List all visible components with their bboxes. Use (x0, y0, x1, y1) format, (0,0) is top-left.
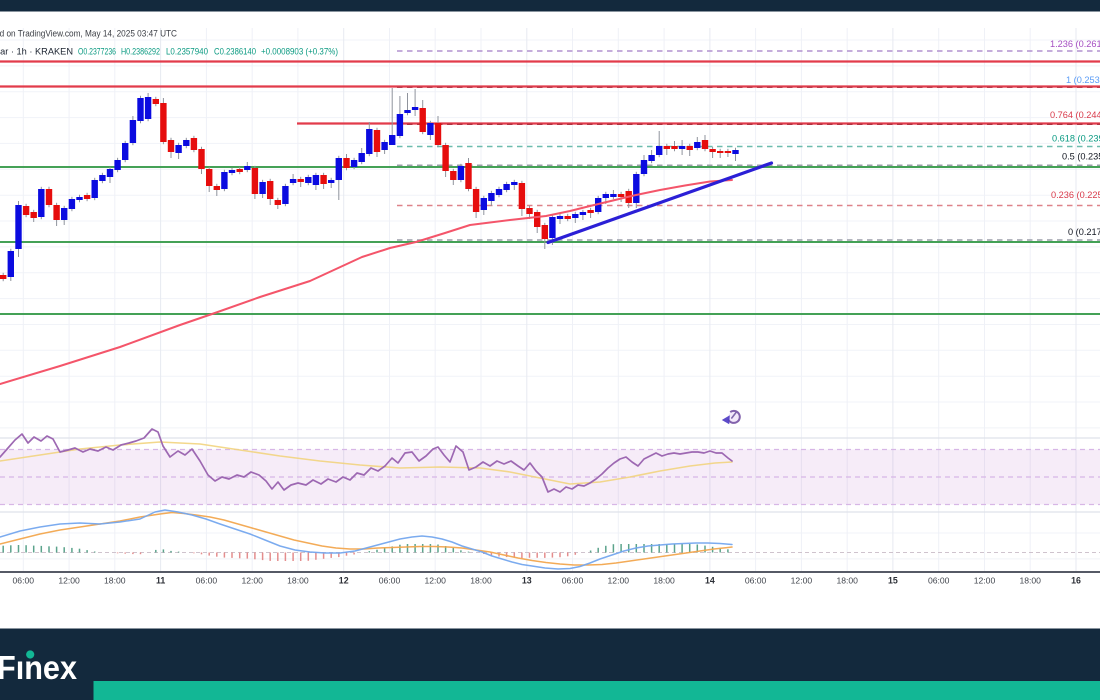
svg-text:12:00: 12:00 (241, 576, 263, 586)
svg-text:16: 16 (1071, 576, 1081, 586)
svg-text:0.5 (0.23510): 0.5 (0.23510) (1062, 152, 1100, 162)
svg-text:0.764 (0.24489): 0.764 (0.24489) (1050, 110, 1100, 120)
svg-text:06:00: 06:00 (928, 576, 950, 586)
svg-text:H0.2386292: H0.2386292 (121, 47, 160, 57)
svg-text:18:00: 18:00 (104, 576, 126, 586)
svg-text:14: 14 (705, 576, 715, 586)
svg-text:11: 11 (156, 576, 165, 586)
svg-text:L0.2357940: L0.2357940 (166, 47, 208, 57)
svg-text:0.618 (0.23949): 0.618 (0.23949) (1052, 134, 1100, 144)
svg-text:12:00: 12:00 (974, 576, 996, 586)
svg-text:0.236 (0.22530): 0.236 (0.22530) (1051, 190, 1100, 200)
svg-text:ed on TradingView.com, May 14,: ed on TradingView.com, May 14, 2025 03:4… (0, 29, 177, 40)
svg-text:06:00: 06:00 (745, 576, 767, 586)
svg-text:12:00: 12:00 (58, 576, 80, 586)
svg-text:12:00: 12:00 (608, 576, 630, 586)
svg-text:13: 13 (522, 576, 532, 586)
svg-text:llar · 1h · KRAKEN: llar · 1h · KRAKEN (0, 47, 73, 57)
svg-text:18:00: 18:00 (1019, 576, 1041, 586)
svg-text:18:00: 18:00 (470, 576, 492, 586)
svg-text:12:00: 12:00 (424, 576, 446, 586)
svg-text:+0.0008903 (+0.37%): +0.0008903 (+0.37%) (261, 47, 338, 57)
svg-text:O0.2377236: O0.2377236 (78, 47, 116, 57)
svg-text:15: 15 (888, 576, 898, 586)
svg-text:18:00: 18:00 (287, 576, 309, 586)
svg-text:06:00: 06:00 (379, 576, 401, 586)
svg-text:12:00: 12:00 (791, 576, 813, 586)
svg-text:1 (0.25369): 1 (0.25369) (1066, 75, 1100, 85)
svg-text:06:00: 06:00 (196, 576, 218, 586)
svg-text:18:00: 18:00 (836, 576, 858, 586)
svg-text:0 (0.21753): 0 (0.21753) (1068, 227, 1100, 237)
svg-text:C0.2386140: C0.2386140 (214, 47, 256, 57)
svg-text:18:00: 18:00 (653, 576, 675, 586)
svg-text:1.236 (0.26149): 1.236 (0.26149) (1050, 39, 1100, 49)
svg-text:Fınex: Fınex (0, 649, 78, 686)
svg-text:06:00: 06:00 (13, 576, 35, 586)
svg-text:12: 12 (339, 576, 349, 586)
svg-text:06:00: 06:00 (562, 576, 584, 586)
